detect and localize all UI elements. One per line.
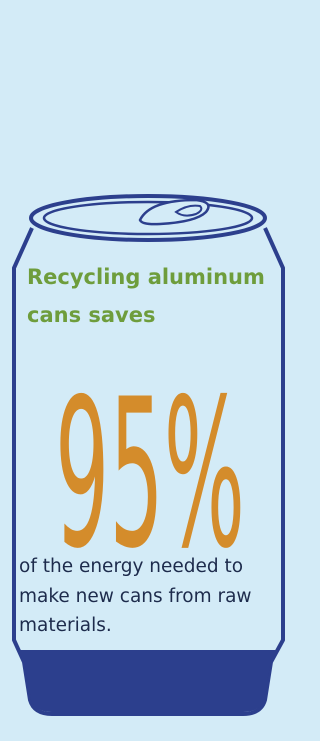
caption: of the energy needed to make new cans fr…	[19, 552, 287, 641]
can-base	[18, 650, 279, 712]
infographic: 95% Recycling aluminum cans saves of the…	[0, 0, 295, 741]
headline: Recycling aluminum cans saves	[27, 258, 277, 334]
